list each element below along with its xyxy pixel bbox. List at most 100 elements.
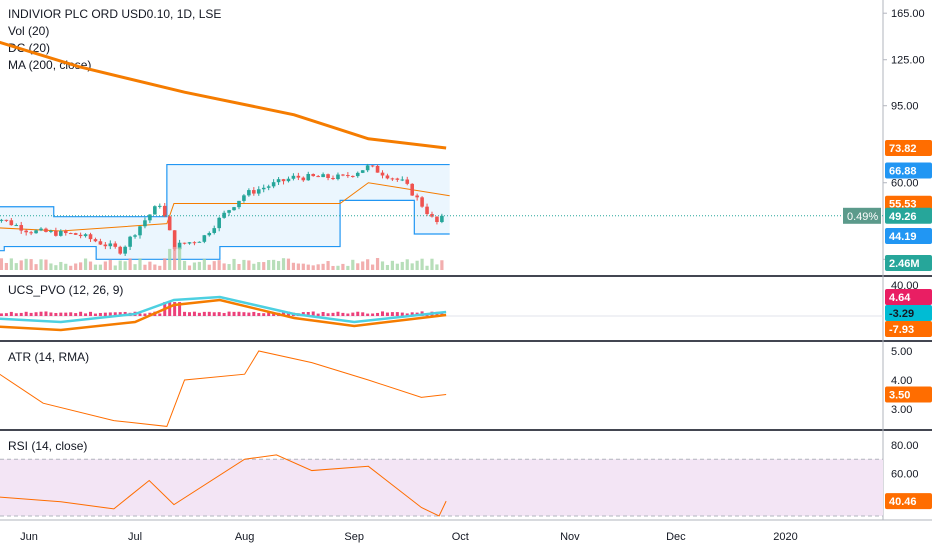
volume-bar [59, 261, 63, 270]
volume-bar [272, 259, 276, 270]
rsi-label: 40.46 [889, 496, 917, 508]
pvo-hist-bar [361, 312, 365, 316]
candle-body [123, 246, 127, 254]
volume-bar [24, 258, 28, 270]
pvo-hist-bar [252, 311, 256, 316]
candle-body [341, 174, 345, 176]
dc-mid-label: 55.53 [889, 199, 917, 211]
y-tick-label: 60.00 [891, 178, 919, 190]
volume-bar [380, 261, 385, 270]
volume-bar [74, 263, 78, 270]
candle-body [202, 235, 207, 242]
dc-upper-line [0, 163, 450, 218]
candle-body [217, 217, 221, 229]
rsi-tick: 60.00 [891, 468, 919, 480]
candle-body [207, 232, 212, 236]
candle-body [301, 177, 306, 181]
volume-bar [103, 261, 107, 270]
candle-body [286, 178, 291, 182]
x-tick-label: 2020 [773, 531, 797, 543]
pane-separator [0, 340, 932, 342]
volume-bar [336, 265, 340, 270]
pvo-hist-bar [59, 312, 63, 316]
volume-bar [286, 258, 291, 270]
candle-body [73, 233, 78, 235]
candle-body [326, 174, 330, 178]
candle-body [405, 179, 410, 184]
volume-bar [222, 263, 226, 270]
pvo-hist-bar [227, 311, 231, 316]
volume-bar [232, 258, 236, 270]
volume-bar [177, 247, 182, 270]
volume-bar [83, 258, 88, 270]
volume-bar [69, 265, 73, 270]
volume-bar [123, 261, 127, 270]
volume-bar [371, 264, 375, 270]
candle-body [88, 234, 93, 240]
pvo-hist-bar [212, 312, 216, 316]
pvo-hist-bar [173, 302, 177, 316]
pvo-hist-bar [113, 312, 117, 316]
volume-bar [192, 262, 197, 270]
atr-legend: ATR (14, RMA) [8, 349, 89, 366]
candle-body [24, 230, 28, 233]
pvo-title: UCS_PVO (12, 26, 9) [8, 283, 124, 297]
candle-body [44, 228, 48, 232]
candle-body [385, 175, 390, 179]
ma-indicator: MA (200, close) [8, 58, 92, 72]
volume-bar [400, 261, 404, 270]
volume-bar [311, 265, 315, 270]
pvo-hist-bar [366, 313, 370, 316]
volume-bar [128, 258, 132, 270]
candle-body [68, 233, 73, 235]
volume-bar [29, 259, 33, 270]
pvo-hist-bar [390, 312, 394, 316]
volume-bar [435, 264, 439, 270]
x-tick-label: Aug [235, 531, 255, 543]
ma200-label: 73.82 [889, 143, 917, 155]
candle-body [256, 189, 261, 194]
pvo-hist-bar [341, 312, 345, 316]
volume-bar [321, 263, 325, 270]
x-tick-label: Nov [560, 531, 580, 543]
pvo-signal-line [0, 295, 447, 324]
volume-bar [375, 258, 380, 270]
pvo-hist-bar [346, 313, 350, 316]
dc-upper-label-bg [885, 162, 932, 179]
candle-body [291, 175, 296, 179]
volume-bar [197, 261, 201, 270]
volume-bar [420, 258, 424, 270]
y-tick-label: 125.00 [891, 55, 925, 67]
volume-bar [217, 260, 221, 270]
candle-body [306, 173, 311, 181]
rsi-tick: 80.00 [891, 440, 919, 452]
candle-body [276, 179, 281, 183]
candle-body [143, 220, 147, 227]
candle-body [133, 235, 137, 237]
candle-body [400, 179, 405, 181]
volume-bar [247, 260, 251, 270]
volume-bar [415, 260, 419, 270]
last-price-label: 49.26 [889, 211, 917, 223]
pvo-hist-bar [64, 312, 68, 316]
candle-body [167, 216, 172, 231]
volume-bar [88, 261, 93, 270]
candle-body [375, 165, 380, 173]
atr-tick: 3.00 [891, 404, 912, 416]
volume-bar [326, 261, 330, 270]
volume-bar [138, 258, 142, 270]
volume-bar [39, 259, 43, 270]
volume-bar [207, 264, 211, 270]
volume-bar [291, 262, 296, 270]
dc-lower-line [0, 199, 450, 260]
candle-body [128, 236, 132, 247]
candle-body [440, 215, 444, 223]
pvo-hist-bar [400, 312, 404, 316]
pvo-hist-bar [89, 311, 93, 316]
volume-bar [316, 264, 320, 270]
pvo-hist-bar [118, 312, 122, 316]
x-tick-label: Jul [128, 531, 142, 543]
candle-body [4, 219, 9, 221]
volume-bar [346, 265, 350, 270]
